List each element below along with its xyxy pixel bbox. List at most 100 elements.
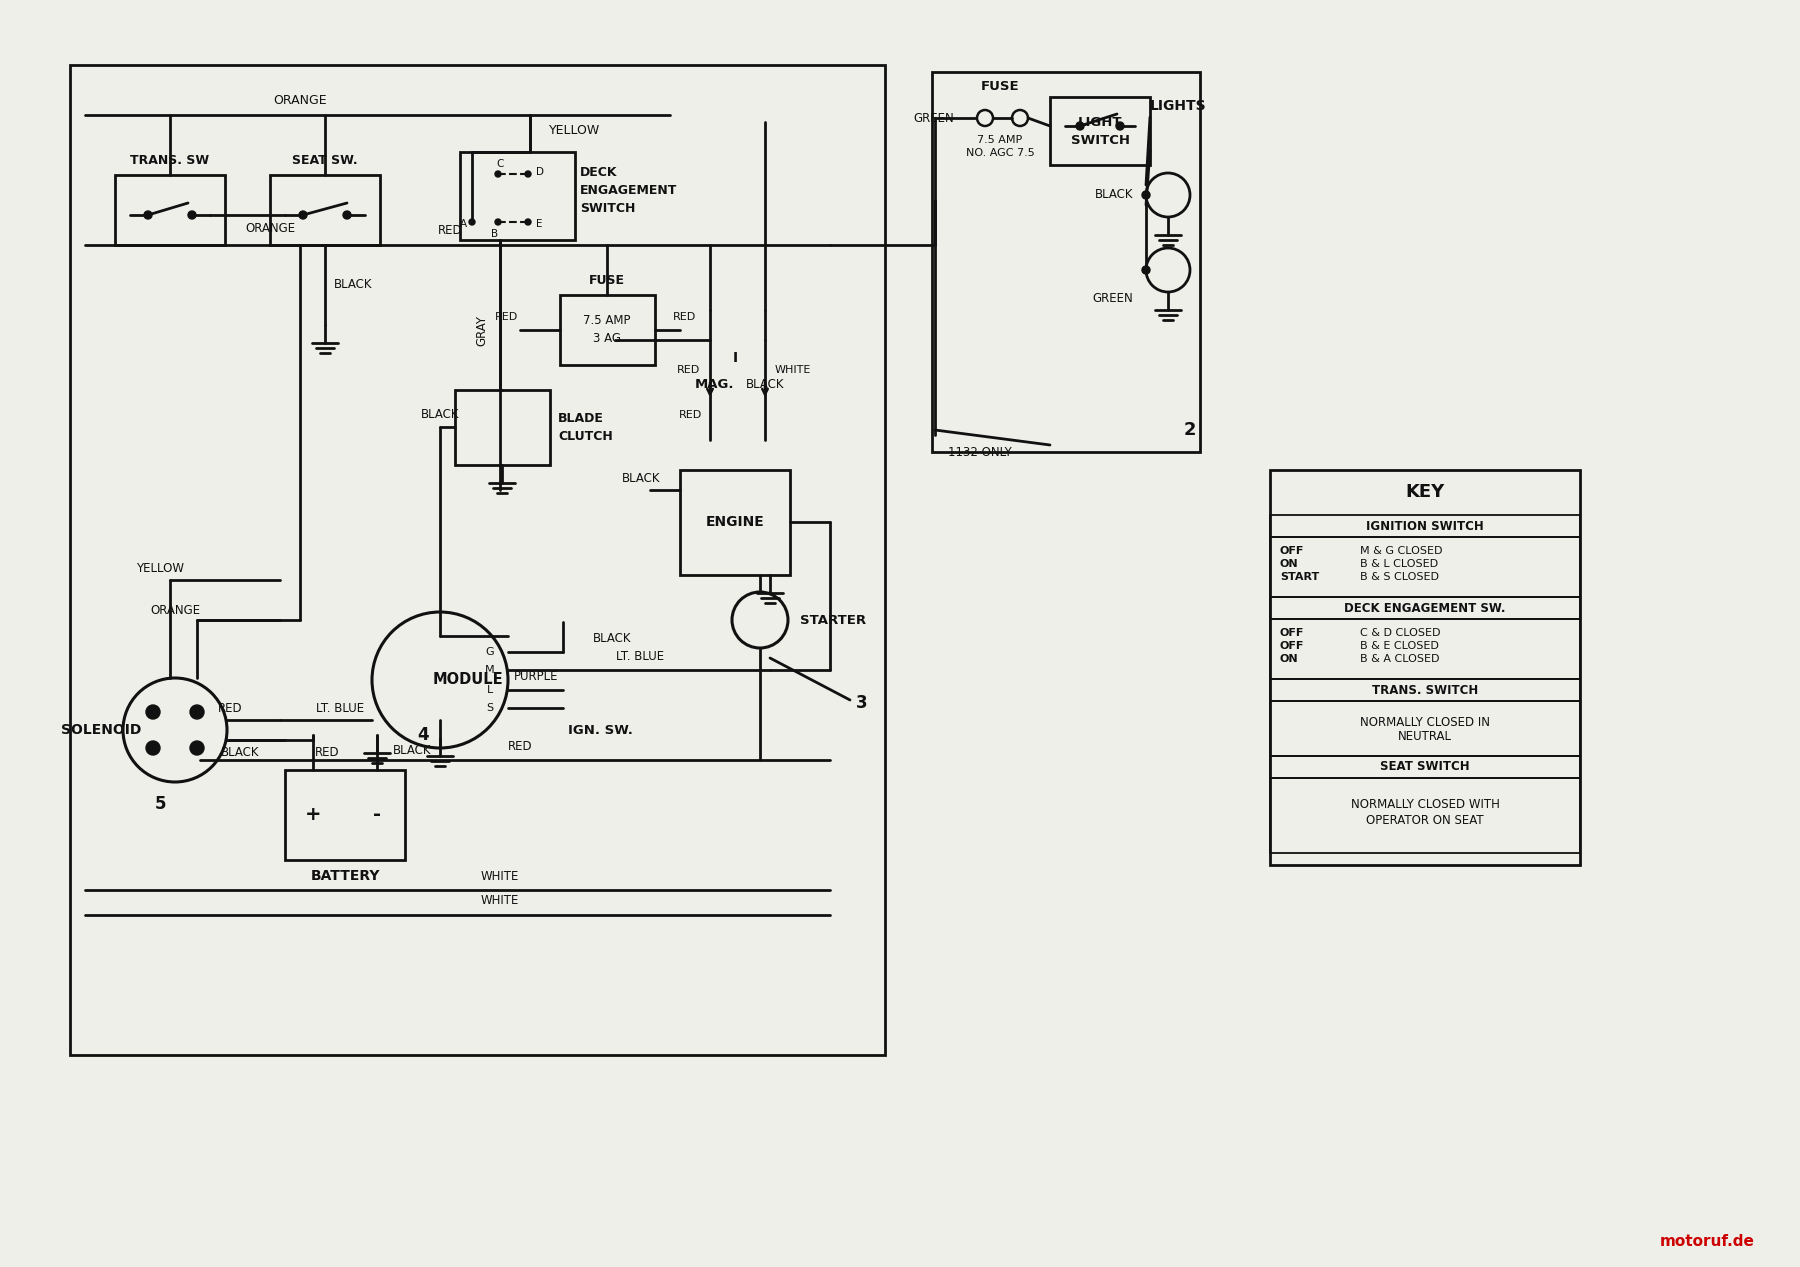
Text: SEAT SWITCH: SEAT SWITCH (1381, 760, 1471, 773)
Circle shape (344, 212, 351, 219)
Bar (455, 390, 551, 465)
Text: B & S CLOSED: B & S CLOSED (1361, 571, 1438, 582)
Circle shape (1141, 266, 1150, 274)
Text: ON: ON (1280, 654, 1298, 664)
Text: YELLOW: YELLOW (137, 561, 184, 574)
Text: GREEN: GREEN (913, 111, 954, 124)
Text: C & D CLOSED: C & D CLOSED (1361, 628, 1440, 639)
Text: ENGINE: ENGINE (706, 514, 765, 530)
Bar (1271, 470, 1580, 865)
Text: PURPLE: PURPLE (513, 670, 558, 683)
Bar (932, 72, 1201, 452)
Text: BLACK: BLACK (392, 744, 432, 756)
Text: B & A CLOSED: B & A CLOSED (1361, 654, 1440, 664)
Text: FUSE: FUSE (981, 81, 1019, 94)
Text: ORANGE: ORANGE (274, 95, 328, 108)
Circle shape (526, 219, 531, 226)
Text: 3 AG: 3 AG (592, 332, 621, 345)
Text: NORMALLY CLOSED WITH: NORMALLY CLOSED WITH (1350, 797, 1499, 811)
Text: motoruf.de: motoruf.de (1660, 1234, 1755, 1249)
Bar (1271, 778, 1580, 853)
Text: NORMALLY CLOSED IN: NORMALLY CLOSED IN (1361, 716, 1490, 729)
Text: 3: 3 (857, 694, 868, 712)
Text: I: I (733, 351, 738, 365)
Text: 7.5 AMP: 7.5 AMP (583, 313, 630, 327)
Text: A: A (459, 219, 466, 229)
Text: START: START (1280, 571, 1319, 582)
Text: RED: RED (508, 740, 533, 753)
Circle shape (299, 212, 308, 219)
Circle shape (191, 741, 203, 755)
Text: SEAT SW.: SEAT SW. (292, 155, 358, 167)
Text: YELLOW: YELLOW (549, 123, 601, 137)
Text: DECK: DECK (580, 166, 617, 179)
Bar (270, 175, 380, 245)
Text: RED: RED (679, 411, 702, 419)
Text: BLACK: BLACK (1094, 189, 1132, 201)
Text: +: + (304, 806, 320, 825)
Bar (1271, 620, 1580, 679)
Text: 2: 2 (1184, 421, 1197, 438)
Text: WHITE: WHITE (481, 895, 518, 907)
Text: BLACK: BLACK (421, 408, 459, 421)
Text: SOLENOID: SOLENOID (61, 723, 142, 737)
Text: 1132 ONLY: 1132 ONLY (949, 446, 1012, 459)
Bar (1049, 98, 1150, 165)
Text: IGNITION SWITCH: IGNITION SWITCH (1366, 519, 1483, 532)
Text: NO. AGC 7.5: NO. AGC 7.5 (965, 148, 1035, 158)
Text: BLACK: BLACK (221, 746, 259, 759)
Circle shape (470, 219, 475, 226)
Bar (1271, 756, 1580, 778)
Text: M: M (486, 665, 495, 675)
Bar (70, 65, 886, 1055)
Circle shape (144, 212, 151, 219)
Circle shape (146, 704, 160, 718)
Text: BLACK: BLACK (333, 279, 373, 291)
Text: KEY: KEY (1406, 483, 1445, 500)
Text: B & L CLOSED: B & L CLOSED (1361, 559, 1438, 569)
Text: LT. BLUE: LT. BLUE (616, 650, 664, 663)
Circle shape (495, 171, 500, 177)
Bar (560, 295, 655, 365)
Text: RED: RED (677, 365, 700, 375)
Text: OPERATOR ON SEAT: OPERATOR ON SEAT (1366, 813, 1483, 826)
Text: CLUTCH: CLUTCH (558, 431, 612, 443)
Text: L: L (486, 685, 493, 696)
Text: GREEN: GREEN (1093, 291, 1132, 304)
Text: WHITE: WHITE (481, 869, 518, 883)
Text: MODULE: MODULE (432, 673, 504, 688)
Text: SWITCH: SWITCH (1071, 134, 1130, 147)
Text: NEUTRAL: NEUTRAL (1399, 730, 1453, 742)
Text: DECK ENGAGEMENT SW.: DECK ENGAGEMENT SW. (1345, 602, 1507, 614)
Text: OFF: OFF (1280, 628, 1305, 639)
Bar (461, 152, 574, 239)
Text: OFF: OFF (1280, 641, 1305, 651)
Text: WHITE: WHITE (776, 365, 812, 375)
Text: ON: ON (1280, 559, 1298, 569)
Text: RED: RED (495, 312, 518, 322)
Bar (1271, 514, 1580, 537)
Text: BLADE: BLADE (558, 413, 603, 426)
Bar (284, 770, 405, 860)
Text: RED: RED (673, 312, 697, 322)
Text: 4: 4 (418, 726, 428, 744)
Text: RED: RED (437, 224, 463, 237)
Text: ORANGE: ORANGE (245, 222, 295, 234)
Text: STARTER: STARTER (799, 613, 866, 626)
Text: ENGAGEMENT: ENGAGEMENT (580, 184, 677, 196)
Text: -: - (373, 806, 382, 825)
Circle shape (146, 741, 160, 755)
Text: E: E (536, 219, 542, 229)
Bar (1271, 701, 1580, 756)
Bar (1271, 597, 1580, 620)
Circle shape (495, 219, 500, 226)
Text: ORANGE: ORANGE (149, 603, 200, 617)
Text: OFF: OFF (1280, 546, 1305, 556)
Text: FUSE: FUSE (589, 275, 625, 288)
Text: MAG.: MAG. (695, 379, 734, 392)
Circle shape (187, 212, 196, 219)
Circle shape (1141, 191, 1150, 199)
Bar (1271, 537, 1580, 597)
Text: LIGHTS: LIGHTS (1150, 99, 1206, 113)
Text: 7.5 AMP: 7.5 AMP (977, 136, 1022, 144)
